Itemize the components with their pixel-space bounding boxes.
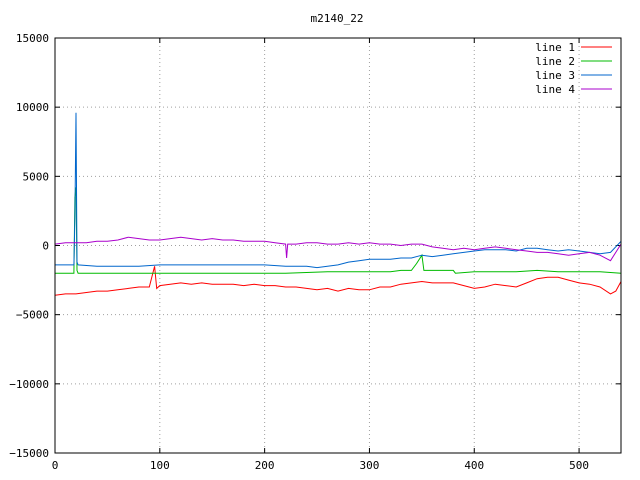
- legend: line 1 line 2 line 3 line 4: [535, 41, 612, 96]
- grid-lines: [55, 38, 621, 453]
- axis-ticks: 0 100 200 300 400 500 −15000 −10000 −5000 0 5000 10…: [9, 32, 621, 472]
- series-line-2: [55, 187, 622, 274]
- y-tick-label: −5000: [16, 309, 49, 322]
- y-tick-label: 0: [42, 240, 49, 253]
- x-tick-label: 300: [360, 459, 380, 472]
- x-tick-label: 100: [150, 459, 170, 472]
- y-tick-label: −15000: [9, 447, 49, 460]
- legend-label-line4: line 4: [535, 83, 575, 96]
- series-lines: [54, 112, 622, 296]
- x-tick-label: 0: [52, 459, 59, 472]
- x-tick-label: 500: [569, 459, 589, 472]
- series-line-3: [55, 112, 622, 269]
- y-tick-label: 15000: [16, 32, 49, 45]
- y-tick-label: 5000: [23, 170, 50, 183]
- series-line-4: [54, 236, 622, 262]
- legend-label-line3: line 3: [535, 69, 575, 82]
- y-tick-label: −10000: [9, 378, 49, 391]
- legend-label-line2: line 2: [535, 55, 575, 68]
- plot-frame: [54, 37, 622, 454]
- series-line-1: [54, 266, 622, 296]
- x-tick-label: 200: [255, 459, 275, 472]
- x-tick-label: 400: [464, 459, 484, 472]
- legend-label-line1: line 1: [535, 41, 575, 54]
- y-tick-label: 10000: [16, 101, 49, 114]
- chart-title: m2140_22: [311, 12, 364, 25]
